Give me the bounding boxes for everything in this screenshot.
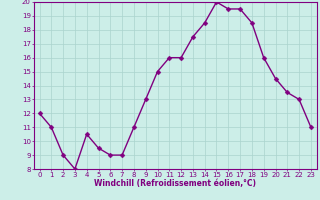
- X-axis label: Windchill (Refroidissement éolien,°C): Windchill (Refroidissement éolien,°C): [94, 179, 256, 188]
